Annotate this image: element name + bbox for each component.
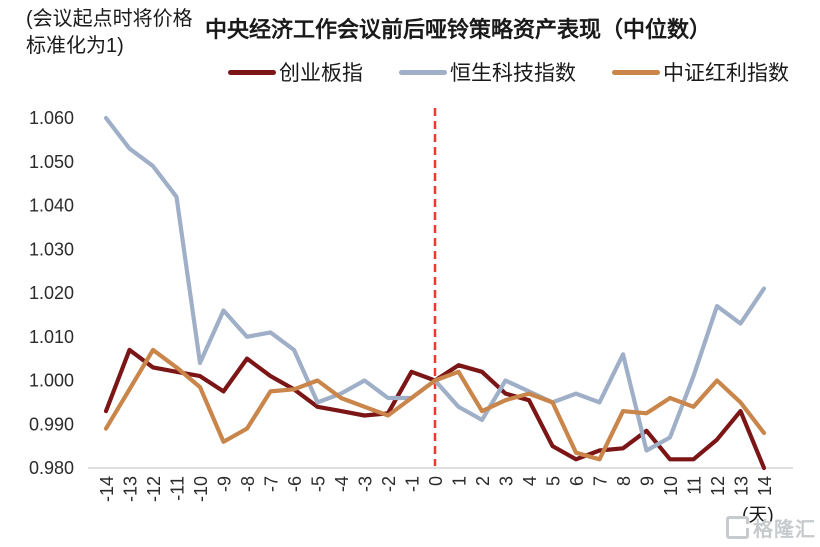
watermark-text: 格隆汇 <box>753 519 816 541</box>
svg-text:5: 5 <box>544 476 564 486</box>
svg-text:-11: -11 <box>168 476 188 501</box>
svg-text:-12: -12 <box>144 476 164 502</box>
svg-text:1.030: 1.030 <box>29 239 74 259</box>
chart-title: 中央经济工作会议前后哑铃策略资产表现（中位数） <box>205 17 712 42</box>
svg-text:1.010: 1.010 <box>29 327 74 347</box>
svg-text:12: 12 <box>708 476 728 496</box>
svg-text:-9: -9 <box>215 476 235 492</box>
svg-text:-3: -3 <box>356 476 376 492</box>
chart-legend: 创业板指 恒生科技指数 中证红利指数 <box>228 57 789 87</box>
legend-item-chinext: 创业板指 <box>228 57 363 87</box>
normalization-note: (会议起点时将价格标准化为1) <box>26 8 193 57</box>
svg-text:6: 6 <box>567 476 587 486</box>
watermark-gelonghui: 格隆汇 <box>726 513 816 542</box>
gelonghui-logo-icon <box>726 516 749 539</box>
svg-text:0.980: 0.980 <box>29 458 74 478</box>
svg-text:-14: -14 <box>97 476 117 502</box>
legend-label-dividend: 中证红利指数 <box>663 62 789 85</box>
svg-text:11: 11 <box>685 476 705 495</box>
svg-text:-6: -6 <box>285 476 305 492</box>
svg-text:4: 4 <box>520 476 540 486</box>
svg-text:2: 2 <box>473 476 493 486</box>
svg-text:1.000: 1.000 <box>29 371 74 391</box>
svg-text:-1: -1 <box>403 476 423 492</box>
svg-text:14: 14 <box>755 476 775 496</box>
svg-text:-4: -4 <box>332 476 352 492</box>
legend-label-hstech: 恒生科技指数 <box>450 62 576 85</box>
svg-text:13: 13 <box>732 476 752 496</box>
svg-text:1.020: 1.020 <box>29 283 74 303</box>
svg-text:1.040: 1.040 <box>29 196 74 216</box>
svg-text:8: 8 <box>614 476 634 486</box>
svg-text:-10: -10 <box>191 476 211 502</box>
svg-text:1.060: 1.060 <box>29 108 74 128</box>
svg-text:-2: -2 <box>379 476 399 492</box>
x-axis-unit-label: (天) <box>742 505 774 526</box>
svg-text:7: 7 <box>591 476 611 486</box>
svg-text:0.990: 0.990 <box>29 414 74 434</box>
svg-text:10: 10 <box>661 476 681 496</box>
legend-label-chinext: 创业板指 <box>279 62 363 85</box>
svg-text:-7: -7 <box>262 476 282 492</box>
svg-text:-13: -13 <box>121 476 141 502</box>
legend-item-hstech: 恒生科技指数 <box>399 57 576 87</box>
legend-swatch-chinext <box>228 69 276 75</box>
svg-text:1.050: 1.050 <box>29 152 74 172</box>
svg-text:3: 3 <box>497 476 517 486</box>
svg-text:-8: -8 <box>238 476 258 492</box>
legend-swatch-hstech <box>399 69 447 75</box>
svg-text:9: 9 <box>638 476 658 486</box>
legend-swatch-dividend <box>612 69 660 75</box>
svg-text:0: 0 <box>426 476 446 486</box>
svg-text:-5: -5 <box>309 476 329 492</box>
svg-text:1: 1 <box>450 476 470 486</box>
legend-item-dividend: 中证红利指数 <box>612 57 789 87</box>
